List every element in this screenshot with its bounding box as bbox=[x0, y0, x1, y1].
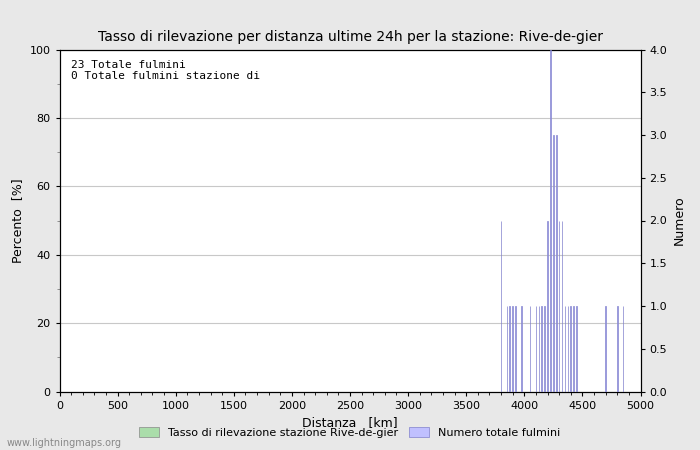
X-axis label: Distanza   [km]: Distanza [km] bbox=[302, 416, 398, 429]
Text: www.lightningmaps.org: www.lightningmaps.org bbox=[7, 438, 122, 448]
Text: 23 Totale fulmini
0 Totale fulmini stazione di: 23 Totale fulmini 0 Totale fulmini stazi… bbox=[71, 60, 260, 81]
Y-axis label: Numero: Numero bbox=[673, 196, 686, 245]
Y-axis label: Percento  [%]: Percento [%] bbox=[11, 178, 24, 263]
Title: Tasso di rilevazione per distanza ultime 24h per la stazione: Rive-de-gier: Tasso di rilevazione per distanza ultime… bbox=[97, 30, 603, 44]
Legend: Tasso di rilevazione stazione Rive-de-gier, Numero totale fulmini: Tasso di rilevazione stazione Rive-de-gi… bbox=[135, 423, 565, 442]
